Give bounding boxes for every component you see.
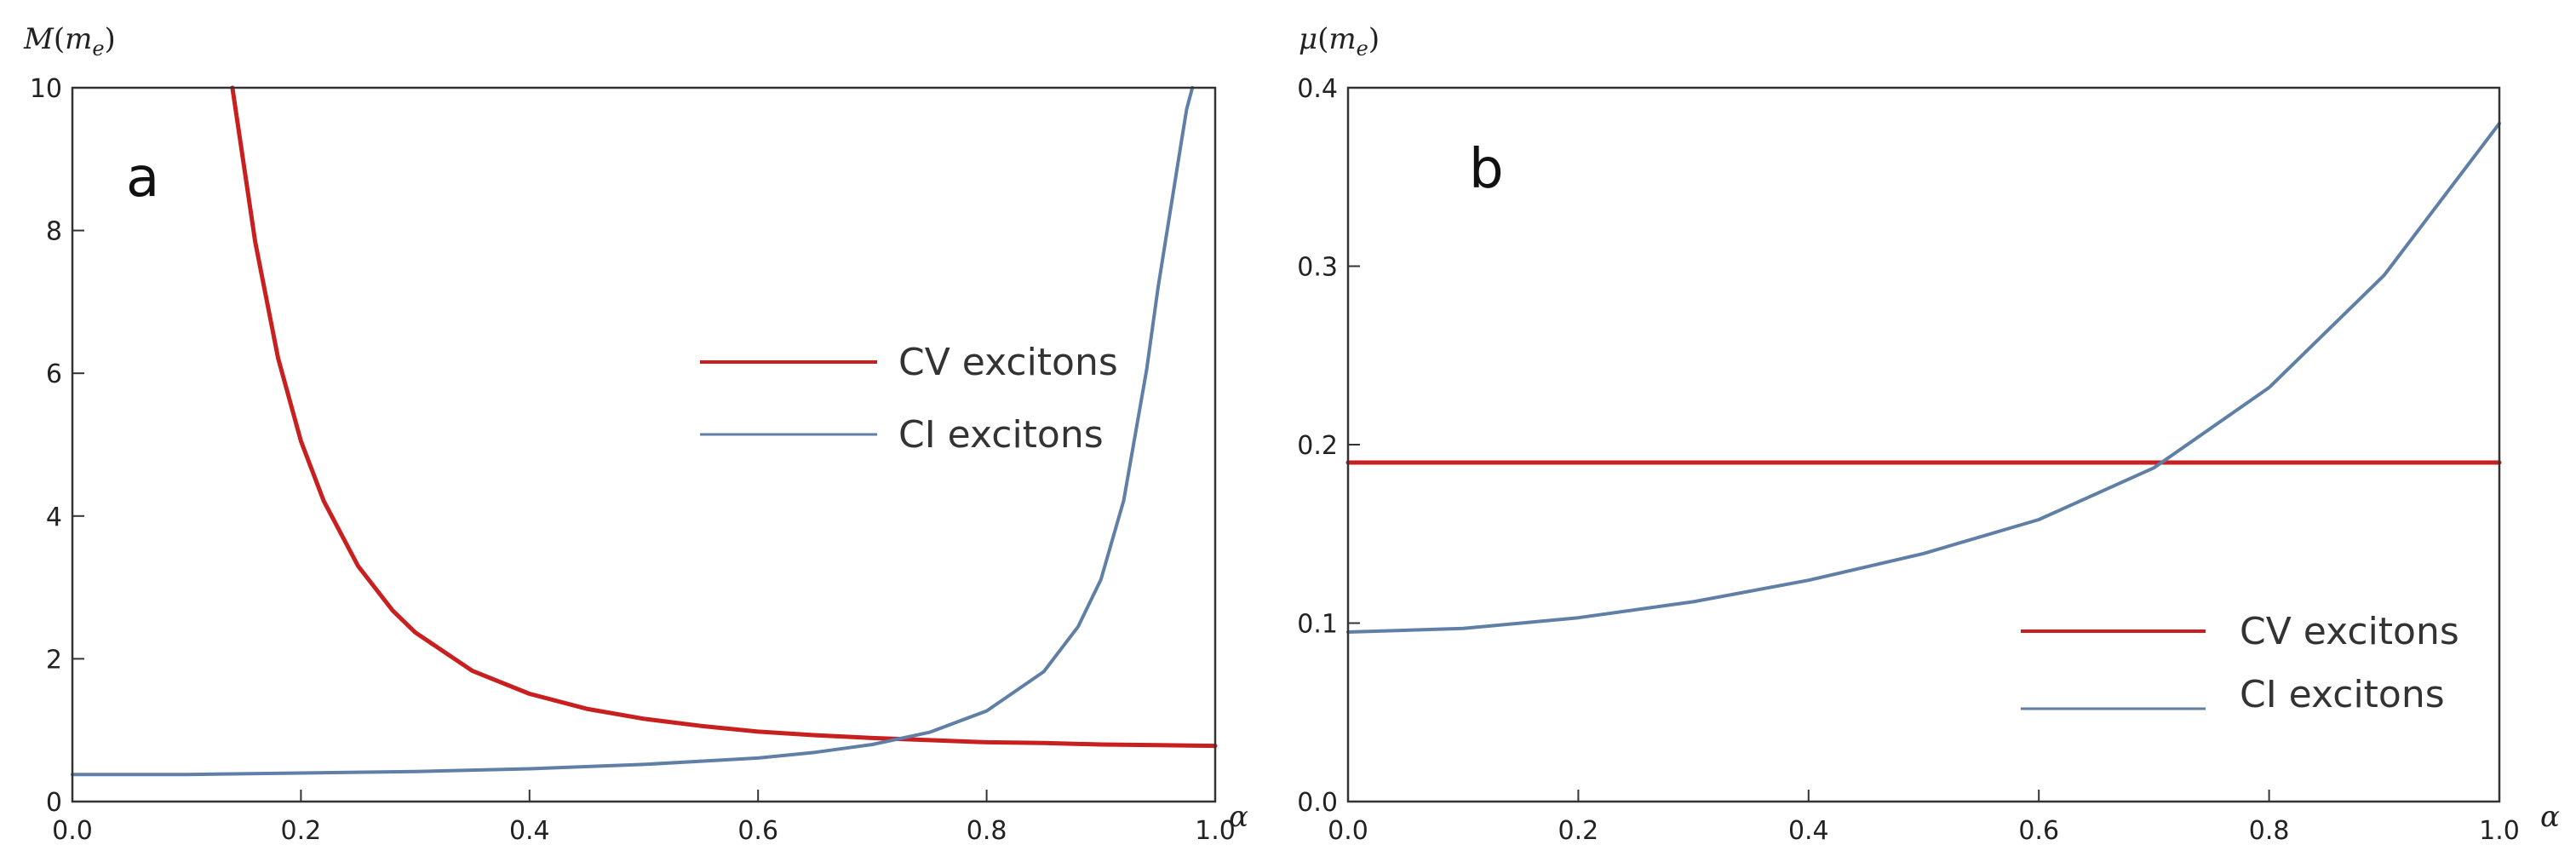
y-tick-label-a-4: 8 (46, 217, 62, 247)
y-tick-label-a-2: 4 (46, 503, 62, 532)
series-curves-b (1345, 121, 2502, 634)
plot-frame-b (1346, 86, 2501, 803)
x-tick-label-a-3: 0.6 (737, 816, 778, 846)
series-line-ci-b (1346, 121, 2501, 634)
series-line-ci-a (71, 86, 1195, 777)
legend-label-ci-a: CI excitons (898, 413, 1104, 457)
y-tick-label-b-3: 0.3 (1297, 253, 1338, 283)
legend-a: CV excitons CI excitons (700, 341, 1118, 457)
y-tick-label-a-5: 10 (30, 74, 62, 104)
axis-ticks-a: 0.0 0.2 0.4 0.6 0.8 1.0 0 2 4 6 8 10 (30, 74, 1236, 846)
series-line-cv-a (230, 85, 1218, 749)
y-tick-label-a-0: 0 (46, 788, 62, 818)
x-tick-label-b-1: 0.2 (1558, 816, 1599, 846)
x-axis-label-a: α (1229, 800, 1248, 834)
legend-label-ci-b: CI excitons (2240, 673, 2445, 716)
y-tick-label-a-3: 6 (46, 359, 62, 389)
y-tick-label-b-0: 0.0 (1297, 788, 1338, 818)
legend-label-cv-b: CV excitons (2240, 610, 2459, 653)
x-tick-label-b-2: 0.4 (1788, 816, 1829, 846)
y-tick-label-b-1: 0.1 (1297, 610, 1338, 640)
panel-b: μ(me) b α 0.0 0.2 0.4 0.6 0.8 1.0 0.0 0.1 0.2 0.3… (1297, 22, 2560, 846)
y-tick-label-b-4: 0.4 (1297, 74, 1338, 104)
x-tick-label-a-4: 0.8 (967, 816, 1007, 846)
y-axis-label-b: μ(me) (1299, 22, 1380, 60)
plot-frame-a (71, 86, 1217, 803)
x-tick-label-b-0: 0.0 (1328, 816, 1368, 846)
x-tick-label-b-5: 1.0 (2479, 816, 2520, 846)
x-tick-label-a-0: 0.0 (52, 816, 93, 846)
panel-label-a: a (126, 147, 159, 210)
x-axis-label-b: α (2540, 800, 2560, 834)
x-tick-label-b-4: 0.8 (2249, 816, 2290, 846)
x-tick-label-a-5: 1.0 (1195, 816, 1236, 846)
x-tick-label-a-2: 0.4 (509, 816, 550, 846)
axis-ticks-b: 0.0 0.2 0.4 0.6 0.8 1.0 0.0 0.1 0.2 0.3 0.4 (1297, 74, 2520, 846)
x-tick-label-a-1: 0.2 (281, 816, 322, 846)
y-axis-label-a: M(me) (23, 22, 116, 60)
series-curves-a (71, 85, 1218, 777)
legend-b: CV excitons CI excitons (2021, 610, 2459, 716)
legend-label-cv-a: CV excitons (898, 341, 1118, 384)
panel-a: M(me) a α 0.0 0.2 0.4 0.6 0.8 1.0 0 2 4 6 8 10 CV e… (23, 22, 1248, 846)
x-tick-label-b-3: 0.6 (2018, 816, 2059, 846)
panel-label-b: b (1469, 138, 1504, 201)
y-tick-label-b-2: 0.2 (1297, 431, 1338, 461)
y-tick-label-a-1: 2 (46, 645, 62, 675)
